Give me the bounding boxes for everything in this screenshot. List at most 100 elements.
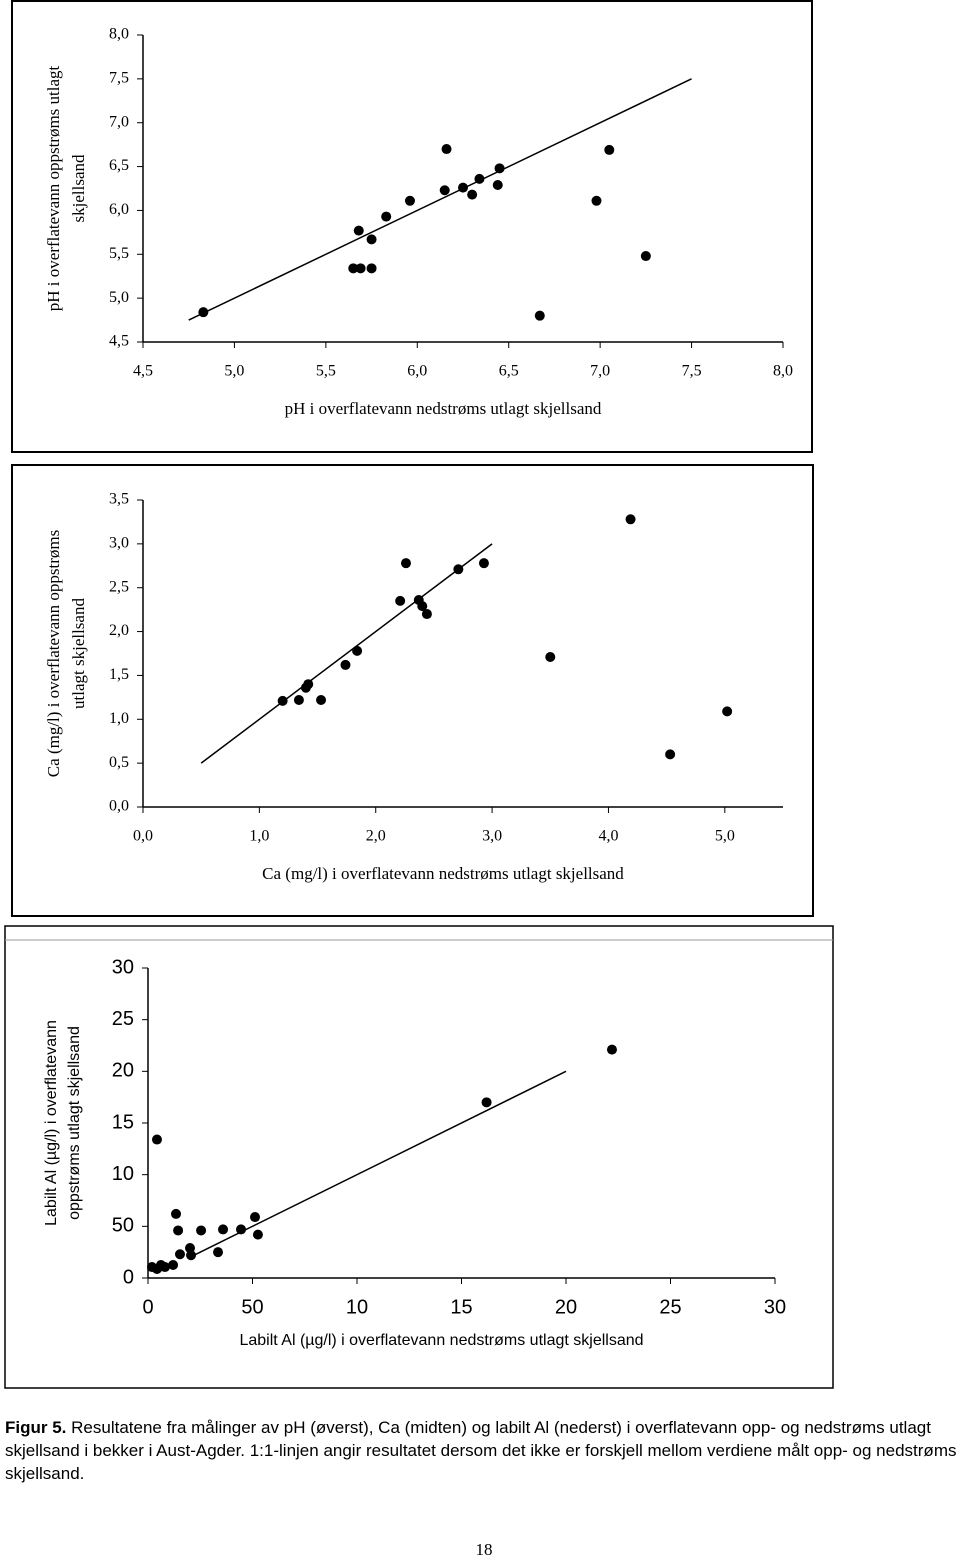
point <box>474 173 485 184</box>
reference-line <box>188 78 692 321</box>
y-tick-label: 30 <box>112 956 134 978</box>
point <box>252 1229 263 1240</box>
point <box>236 1224 247 1235</box>
y-axis-label: oppstrøms utlagt skjellsand <box>66 1026 83 1220</box>
x-axis-label: Labilt Al (µg/l) i overflatevann nedstrø… <box>239 1332 643 1349</box>
point <box>665 749 676 760</box>
y-tick-label: 5,5 <box>109 245 129 262</box>
caption-text: Resultatene fra målinger av pH (øverst),… <box>5 1418 957 1483</box>
x-tick-label: 30 <box>764 1296 786 1318</box>
point <box>151 1134 162 1145</box>
y-tick-label: 8,0 <box>109 26 129 43</box>
point <box>159 1262 170 1273</box>
x-tick-label: 25 <box>659 1296 681 1318</box>
point <box>458 182 468 193</box>
x-tick-label: 50 <box>241 1296 263 1318</box>
y-tick-label: 0,5 <box>109 754 129 771</box>
x-tick-label: 8,0 <box>773 363 793 380</box>
point <box>213 1247 224 1258</box>
point <box>293 694 304 705</box>
point <box>353 225 364 236</box>
point <box>625 514 636 525</box>
point <box>545 652 556 663</box>
x-tick-label: 7,0 <box>590 363 610 380</box>
point <box>198 307 209 318</box>
chart-frame <box>11 0 813 453</box>
x-tick-label: 3,0 <box>482 828 502 845</box>
x-tick-label: 10 <box>346 1296 368 1318</box>
x-tick-label: 4,0 <box>598 828 618 845</box>
point <box>534 310 545 321</box>
point <box>604 144 615 155</box>
caption-label: Figur 5. <box>5 1418 67 1437</box>
x-tick-label: 15 <box>450 1296 472 1318</box>
point <box>316 694 327 705</box>
y-tick-label: 50 <box>112 1215 134 1237</box>
point <box>591 195 602 206</box>
y-axis-label: Ca (mg/l) i overflatevann oppstrøms <box>44 530 63 777</box>
point <box>348 263 359 274</box>
point <box>481 1097 492 1108</box>
y-tick-label: 6,5 <box>109 157 129 174</box>
chart-frame <box>4 925 834 1389</box>
point <box>173 1225 184 1236</box>
x-tick-label: 6,5 <box>499 363 519 380</box>
x-axis-label: pH i overflatevann nedstrøms utlagt skje… <box>285 399 602 418</box>
point <box>277 695 288 706</box>
point <box>478 558 489 569</box>
reference-line <box>200 543 493 764</box>
point <box>494 163 505 174</box>
y-tick-label: 10 <box>112 1163 134 1185</box>
point <box>441 144 452 155</box>
y-tick-label: 6,0 <box>109 201 129 218</box>
y-axis-label: utlagt skjellsand <box>69 598 88 709</box>
page-number: 18 <box>475 1540 493 1559</box>
point <box>404 195 415 206</box>
point <box>366 263 377 274</box>
caption: Figur 5. Resultatene fra målinger av pH … <box>5 1416 957 1485</box>
y-tick-label: 4,5 <box>109 333 129 350</box>
y-tick-label: 3,5 <box>109 491 129 508</box>
point <box>303 679 314 690</box>
y-tick-label: 1,5 <box>109 666 129 683</box>
point <box>467 189 478 200</box>
point <box>340 659 351 670</box>
point <box>218 1224 229 1235</box>
x-tick-label: 0,0 <box>133 828 153 845</box>
point <box>366 234 377 245</box>
point <box>395 595 406 606</box>
point <box>171 1208 182 1219</box>
y-axis-label: pH i overflatevann oppstrøms utlagt <box>44 65 63 311</box>
y-tick-label: 7,0 <box>109 113 129 130</box>
reference-line <box>189 1070 567 1259</box>
point <box>606 1044 617 1055</box>
y-tick-label: 1,0 <box>109 710 129 727</box>
point <box>439 185 450 196</box>
x-tick-label: 7,5 <box>682 363 702 380</box>
y-tick-label: 5,0 <box>109 289 129 306</box>
point <box>352 645 363 656</box>
x-tick-label: 6,0 <box>407 363 427 380</box>
y-tick-label: 0 <box>123 1266 134 1288</box>
chart-frame <box>11 464 814 917</box>
point <box>492 179 503 190</box>
x-tick-label: 4,5 <box>133 363 153 380</box>
y-tick-label: 7,5 <box>109 70 129 87</box>
y-tick-label: 15 <box>112 1111 134 1133</box>
point <box>186 1250 197 1261</box>
y-tick-label: 2,0 <box>109 622 129 639</box>
x-tick-label: 0 <box>142 1296 153 1318</box>
point <box>196 1225 207 1236</box>
point <box>421 609 432 620</box>
y-axis-label: Labilt Al (µg/l) i overflatevann <box>43 1020 60 1226</box>
x-tick-label: 1,0 <box>249 828 269 845</box>
x-axis-label: Ca (mg/l) i overflatevann nedstrøms utla… <box>262 864 624 883</box>
point <box>355 263 366 274</box>
y-tick-label: 25 <box>112 1008 134 1030</box>
y-tick-label: 0,0 <box>109 798 129 815</box>
x-tick-label: 2,0 <box>366 828 386 845</box>
point <box>417 601 428 612</box>
y-axis-label: skjellsand <box>69 154 88 222</box>
